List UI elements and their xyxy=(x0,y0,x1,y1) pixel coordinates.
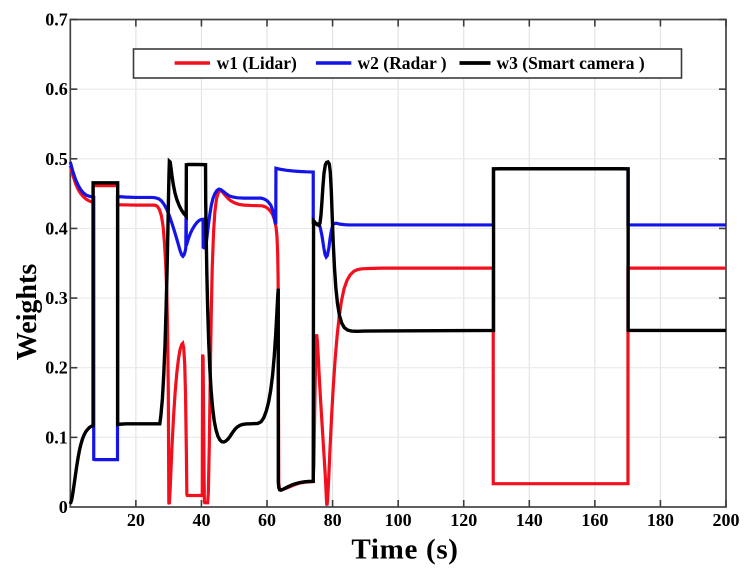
svg-text:0.7: 0.7 xyxy=(45,10,68,30)
svg-text:80: 80 xyxy=(324,510,342,530)
svg-text:w3 (Smart camera ): w3 (Smart camera ) xyxy=(497,53,645,73)
svg-text:0.5: 0.5 xyxy=(45,149,68,169)
svg-text:w2 (Radar ): w2 (Radar ) xyxy=(358,53,447,73)
svg-text:0: 0 xyxy=(59,497,68,517)
svg-text:40: 40 xyxy=(192,510,210,530)
svg-text:0.1: 0.1 xyxy=(45,427,68,447)
svg-text:200: 200 xyxy=(713,510,740,530)
svg-text:20: 20 xyxy=(127,510,145,530)
svg-text:w1 (Lidar): w1 (Lidar) xyxy=(217,53,297,73)
svg-text:0.4: 0.4 xyxy=(45,218,68,238)
svg-text:100: 100 xyxy=(385,510,412,530)
svg-text:0.2: 0.2 xyxy=(45,358,68,378)
svg-text:160: 160 xyxy=(581,510,608,530)
svg-text:120: 120 xyxy=(450,510,477,530)
svg-text:Time (s): Time (s) xyxy=(351,534,458,566)
svg-text:0.3: 0.3 xyxy=(45,288,68,308)
svg-text:60: 60 xyxy=(258,510,276,530)
svg-text:Weights: Weights xyxy=(12,264,43,361)
svg-text:180: 180 xyxy=(647,510,674,530)
svg-text:140: 140 xyxy=(516,510,543,530)
svg-text:0.6: 0.6 xyxy=(45,79,68,99)
